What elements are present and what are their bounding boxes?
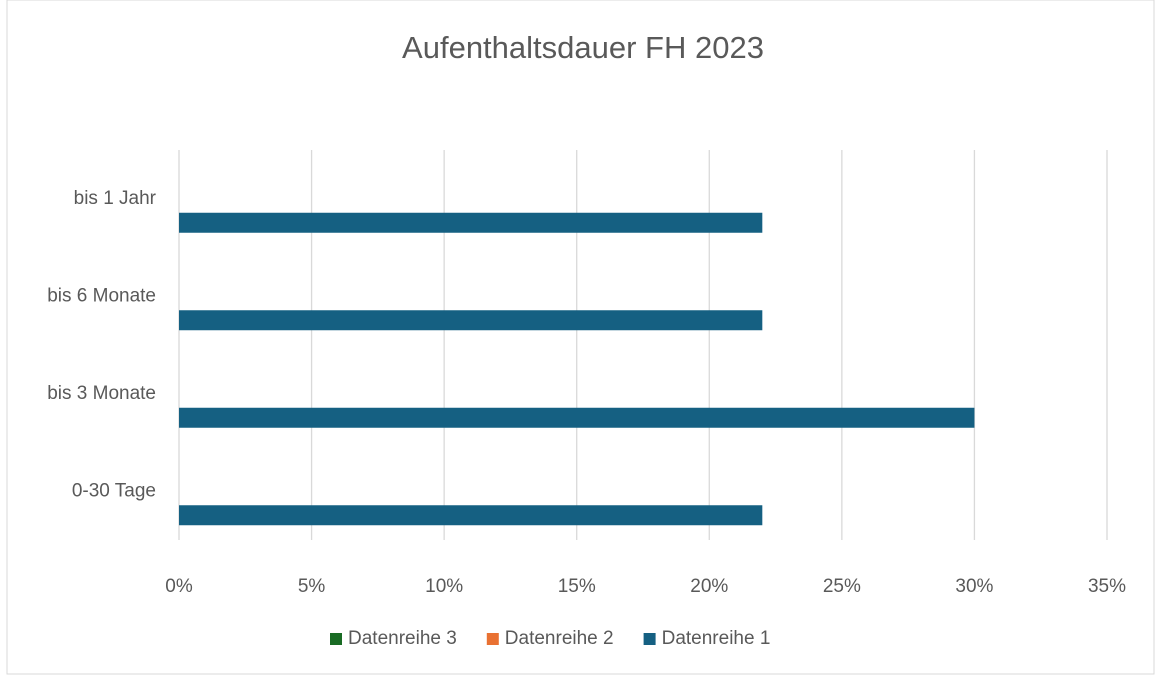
legend-swatch (643, 633, 656, 645)
bar (179, 505, 763, 526)
legend-swatch (486, 633, 499, 645)
x-tick-label: 0% (165, 576, 193, 597)
y-tick-label: bis 6 Monate (47, 285, 156, 306)
legend-label: Datenreihe 1 (662, 628, 771, 649)
chart-frame (6, 0, 1155, 675)
legend-label: Datenreihe 3 (348, 628, 457, 649)
bar (179, 407, 975, 428)
bar (179, 310, 763, 331)
bar (179, 212, 763, 233)
x-tick-label: 20% (690, 576, 728, 597)
chart-title: Aufenthaltsdauer FH 2023 (402, 30, 764, 65)
legend-swatch (330, 633, 342, 645)
x-tick-label: 5% (298, 576, 326, 597)
x-tick-label: 25% (823, 576, 861, 597)
y-tick-label: bis 3 Monate (47, 383, 156, 404)
y-tick-label: bis 1 Jahr (74, 188, 157, 209)
x-tick-label: 30% (955, 576, 993, 597)
x-tick-label: 15% (558, 576, 596, 597)
x-tick-label: 10% (425, 576, 463, 597)
y-tick-label: 0-30 Tage (72, 480, 156, 501)
x-tick-label: 35% (1088, 576, 1126, 597)
legend-label: Datenreihe 2 (505, 628, 614, 649)
